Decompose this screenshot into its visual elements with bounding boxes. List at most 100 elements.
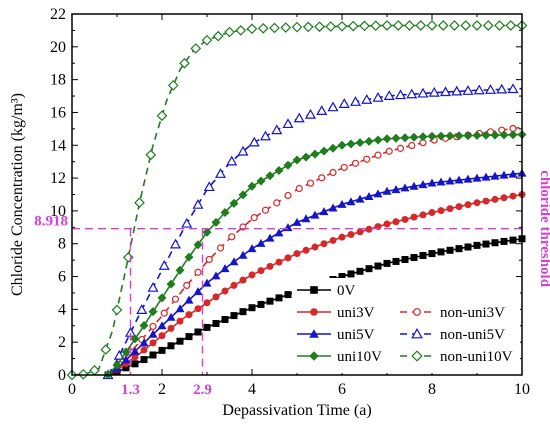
y-tick-label: 18 (50, 72, 66, 89)
marker-triangle (301, 214, 311, 223)
marker-triangle (418, 180, 428, 189)
marker-diamond (301, 152, 311, 162)
marker-square (284, 291, 292, 299)
marker-diamond-open (325, 21, 337, 32)
marker-triangle (130, 346, 140, 355)
marker-triangle-open (214, 168, 227, 178)
marker-circle-open (306, 179, 315, 187)
marker-square (365, 265, 373, 273)
marker-diamond (166, 279, 176, 289)
marker-diamond (310, 149, 320, 159)
marker-diamond (346, 139, 356, 149)
marker-triangle-open (338, 98, 350, 108)
marker-circle (176, 317, 184, 325)
marker-triangle-open (316, 105, 328, 115)
marker-circle (509, 192, 517, 200)
marker-circle-open (171, 295, 180, 303)
marker-diamond (283, 160, 293, 170)
x-tick-label: 2 (158, 381, 166, 398)
marker-triangle (247, 244, 257, 253)
threshold-name-label: chloride threshold (537, 170, 550, 287)
marker-triangle-open (271, 124, 283, 135)
marker-triangle (463, 174, 473, 183)
marker-square (401, 255, 409, 263)
marker-diamond (355, 138, 365, 148)
marker-diamond-open (392, 20, 404, 31)
marker-triangle (256, 238, 266, 247)
marker-triangle (265, 233, 275, 242)
data-series-layer (66, 20, 528, 381)
marker-square (239, 308, 247, 316)
marker-circle (158, 332, 166, 340)
marker-diamond-open (505, 20, 517, 31)
marker-triangle-open (192, 198, 204, 209)
marker-diamond-open (471, 20, 483, 31)
marker-diamond (364, 136, 374, 146)
marker-triangle-open (113, 349, 125, 360)
marker-square (140, 356, 148, 364)
y-tick-label: 20 (50, 39, 66, 56)
marker-triangle (472, 173, 482, 182)
marker-triangle (382, 186, 392, 195)
marker-square (194, 328, 202, 336)
marker-triangle (220, 264, 230, 273)
marker-circle-open (273, 199, 281, 207)
marker-square (410, 254, 418, 262)
marker-diamond-open (145, 149, 157, 161)
legend-label: 0V (337, 283, 356, 299)
marker-triangle (148, 329, 158, 338)
marker-square (419, 252, 427, 260)
marker-triangle-open (406, 88, 418, 99)
marker-triangle-open (282, 118, 294, 129)
marker-triangle-open (439, 86, 452, 97)
marker-triangle (193, 287, 203, 296)
marker-diamond (309, 351, 319, 361)
marker-diamond (112, 360, 122, 370)
marker-diamond-open (415, 20, 427, 31)
marker-circle (347, 231, 355, 239)
threshold-annotations: 1.3 2.9 8.918 chloride threshold (34, 170, 550, 398)
marker-triangle-open (237, 145, 249, 156)
marker-diamond-open (411, 350, 423, 362)
marker-diamond-open (269, 22, 280, 34)
marker-triangle-open (147, 281, 159, 292)
marker-diamond (409, 132, 419, 142)
y-tick-label: 0 (58, 367, 66, 384)
marker-circle-open (413, 308, 421, 316)
marker-triangle-open (417, 87, 429, 98)
marker-diamond-open (224, 26, 235, 38)
marker-triangle (283, 223, 293, 232)
marker-diamond (454, 131, 464, 141)
marker-diamond-open (100, 344, 112, 355)
marker-square (374, 262, 382, 270)
marker-diamond-open (460, 20, 472, 31)
marker-circle (167, 324, 175, 332)
marker-diamond-open (201, 34, 213, 46)
marker-circle-open (385, 147, 393, 155)
marker-triangle (292, 217, 302, 226)
marker-diamond (391, 133, 401, 143)
marker-square (482, 240, 490, 248)
marker-triangle-open (496, 83, 508, 94)
marker-square (338, 273, 346, 281)
marker-square (266, 297, 274, 305)
marker-diamond (328, 143, 338, 153)
marker-circle (473, 199, 481, 207)
marker-triangle (238, 250, 248, 259)
marker-triangle (229, 257, 239, 266)
marker-square (122, 364, 130, 372)
threshold-time-label: 1.3 (121, 382, 140, 398)
marker-triangle-open (327, 101, 339, 112)
marker-square (248, 304, 256, 312)
marker-diamond-open (336, 20, 348, 32)
marker-circle (302, 246, 310, 254)
marker-diamond-open (122, 252, 134, 263)
marker-diamond-open (134, 197, 145, 209)
marker-circle (437, 207, 445, 215)
marker-diamond-open (404, 20, 415, 31)
marker-diamond-open (449, 20, 460, 31)
marker-diamond (130, 334, 140, 344)
marker-diamond-open (280, 22, 292, 33)
marker-diamond (220, 208, 230, 218)
marker-triangle (139, 338, 149, 347)
